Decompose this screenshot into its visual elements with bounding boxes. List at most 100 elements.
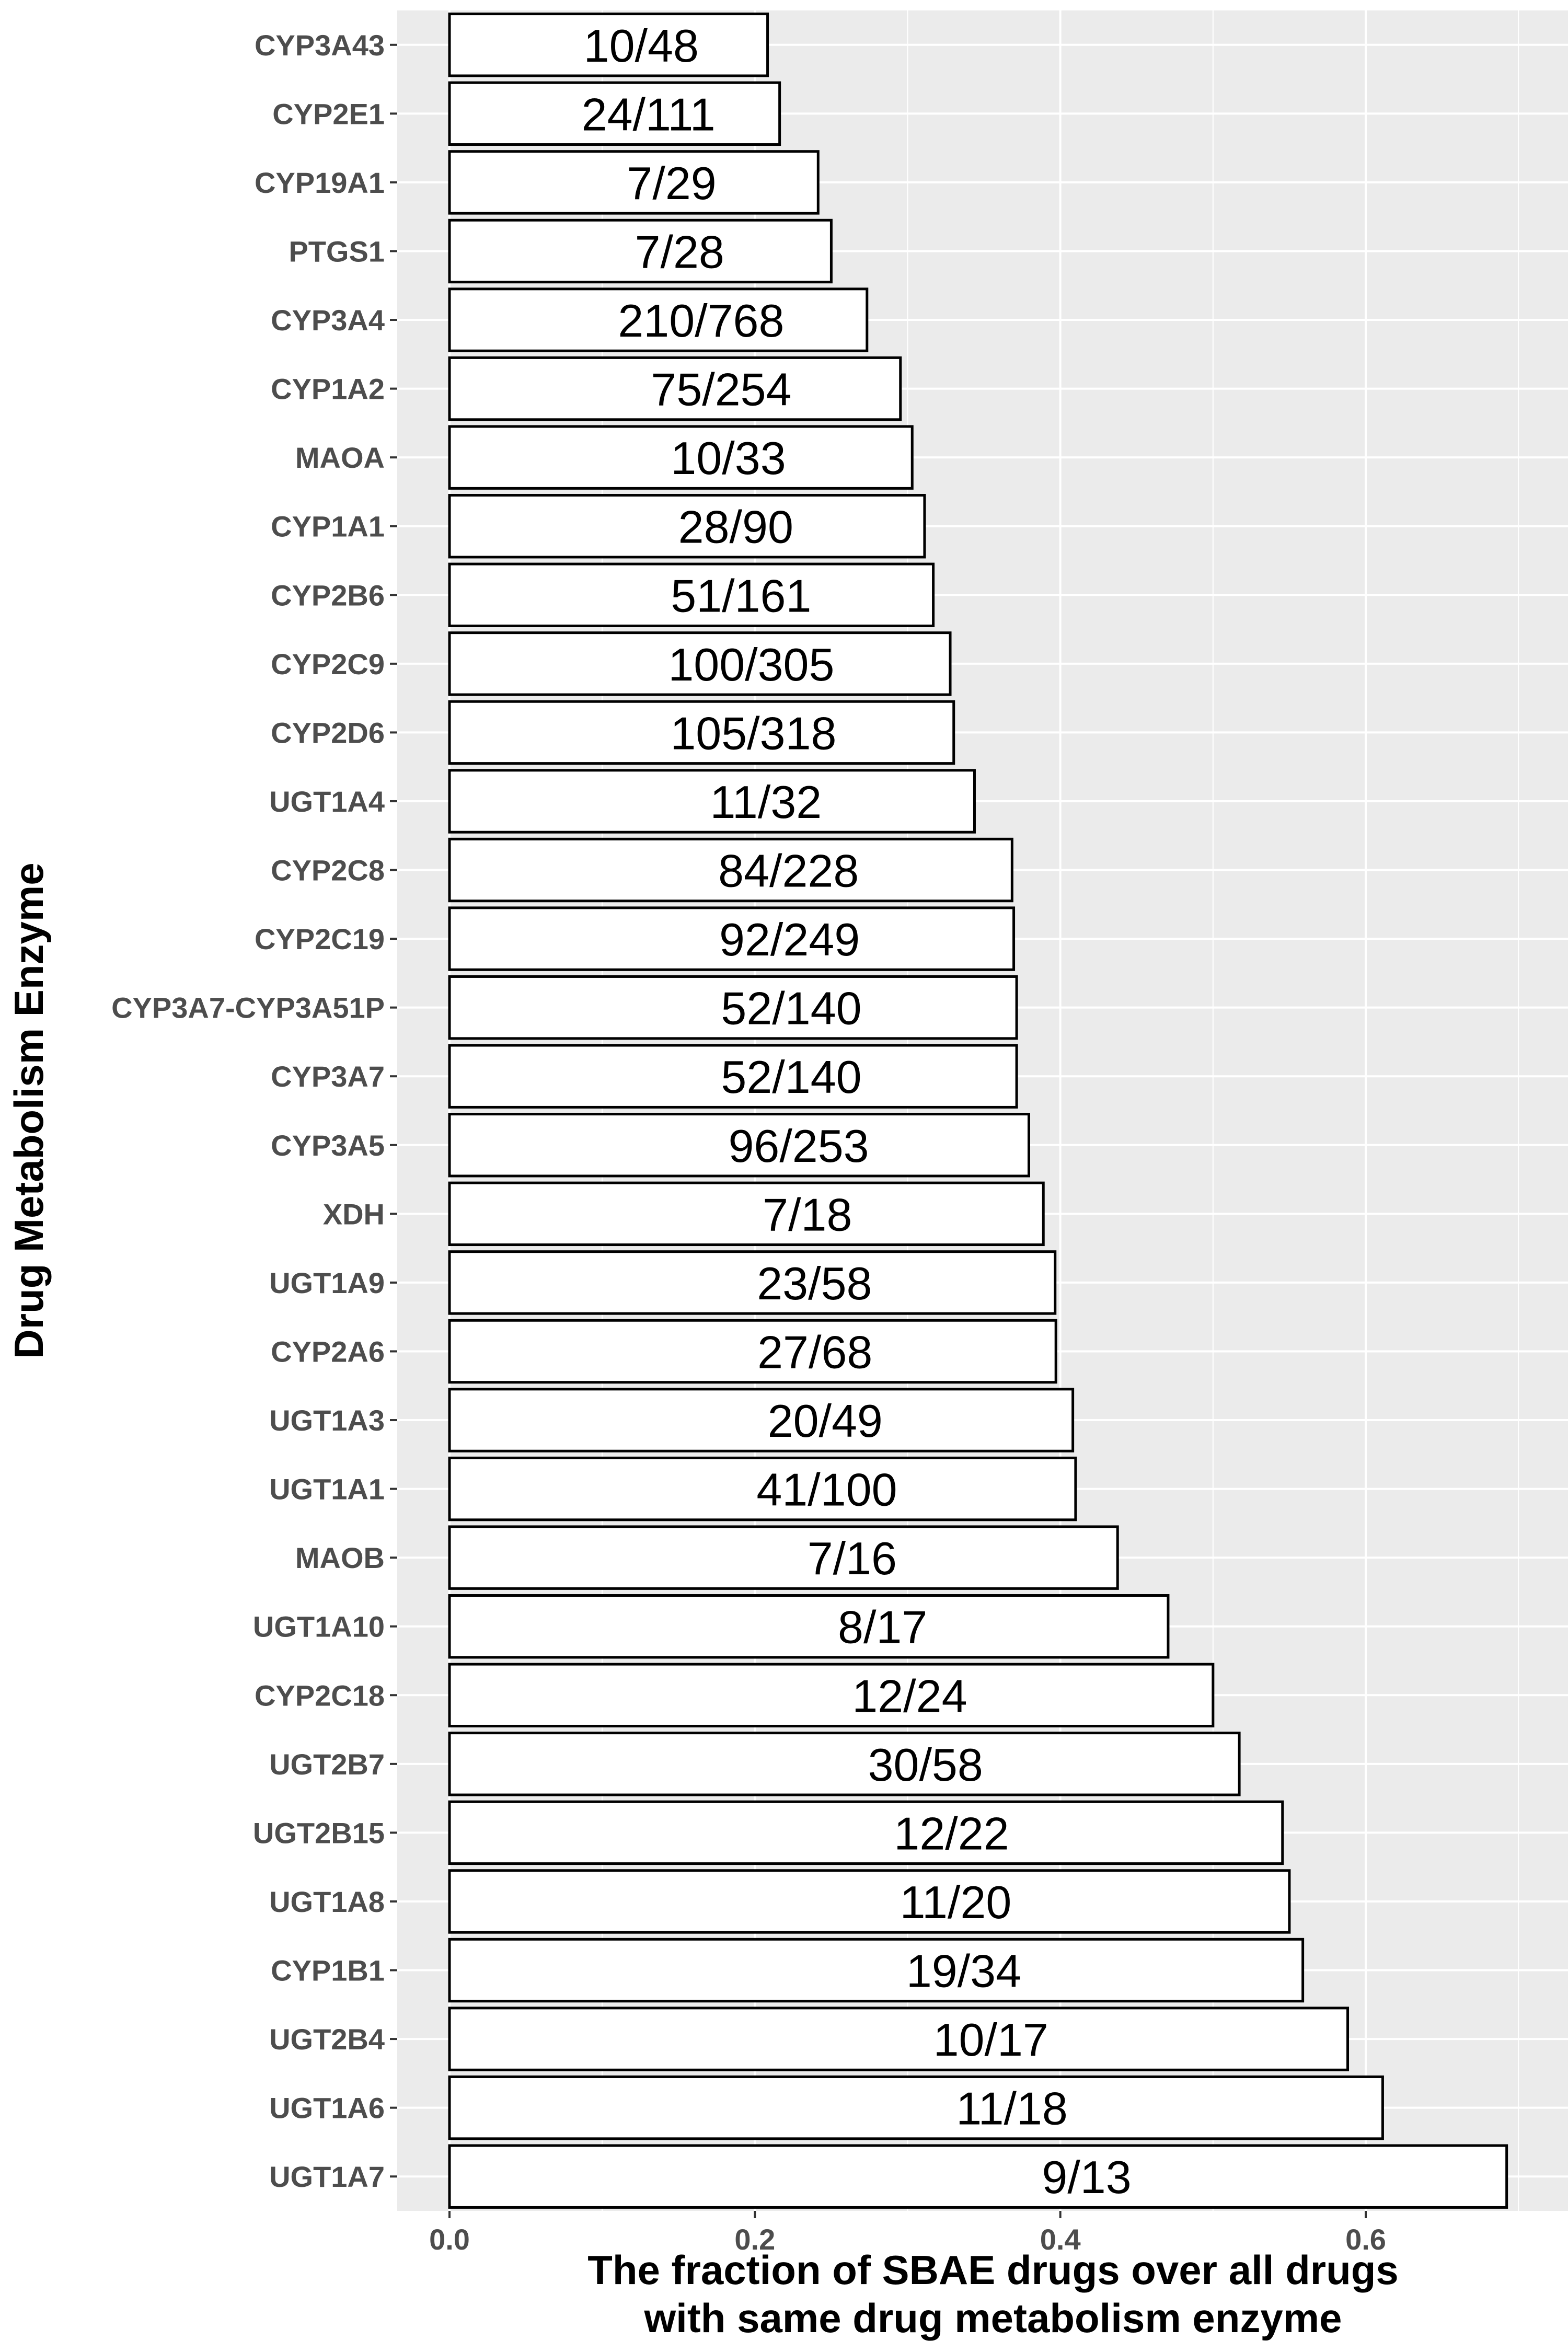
y-tick-label: MAOB bbox=[295, 1541, 385, 1574]
bar-ugt1a3 bbox=[448, 1388, 1075, 1452]
bar-label: 28/90 bbox=[678, 501, 793, 553]
y-tick-label: XDH bbox=[323, 1197, 385, 1230]
bar-label: 7/18 bbox=[763, 1189, 852, 1240]
bar-cyp1b1 bbox=[448, 1938, 1305, 2003]
bar-label: 96/253 bbox=[728, 1120, 869, 1172]
bar-ugt1a4 bbox=[448, 769, 976, 834]
bar-ugt1a7 bbox=[448, 2144, 1508, 2209]
bar-label: 52/140 bbox=[721, 1051, 861, 1103]
bar-ugt2b4 bbox=[448, 2007, 1350, 2071]
bar-label: 11/20 bbox=[900, 1876, 1012, 1928]
bar-label: 10/17 bbox=[933, 2014, 1048, 2066]
bar-label: 210/768 bbox=[618, 295, 784, 347]
bar-label: 11/32 bbox=[710, 776, 822, 828]
y-tick-label: UGT2B4 bbox=[269, 2023, 385, 2056]
y-tick-label: MAOA bbox=[295, 441, 385, 474]
bar-label: 11/18 bbox=[956, 2083, 1068, 2135]
bar-cyp2d6 bbox=[448, 700, 955, 765]
bar-xdh bbox=[448, 1181, 1045, 1247]
y-tick-label: CYP2D6 bbox=[271, 716, 385, 749]
x-axis: 0.0 0.2 0.4 0.6 bbox=[429, 2211, 1386, 2256]
bar-label: 27/68 bbox=[757, 1326, 872, 1378]
bar-maoa bbox=[448, 425, 914, 490]
y-tick-label: UGT1A4 bbox=[269, 785, 385, 818]
y-tick-label: CYP2A6 bbox=[271, 1335, 385, 1368]
bar-label: 84/228 bbox=[718, 845, 859, 897]
bar-label: 19/34 bbox=[906, 1945, 1021, 1997]
bar-ugt1a6 bbox=[448, 2075, 1384, 2140]
bar-ptgs1 bbox=[448, 218, 833, 284]
x-tick-label: 0.6 bbox=[1345, 2223, 1386, 2256]
y-tick-label: CYP2E1 bbox=[272, 97, 385, 130]
bar-cyp2c18 bbox=[448, 1663, 1215, 1727]
y-tick-label: CYP3A43 bbox=[255, 29, 385, 62]
bar-maob bbox=[448, 1525, 1119, 1590]
y-tick-label: UGT1A1 bbox=[269, 1473, 385, 1506]
y-tick-label: CYP2C19 bbox=[255, 923, 385, 955]
bar-label: 23/58 bbox=[757, 1258, 872, 1309]
y-tick-label: UGT1A7 bbox=[269, 2160, 385, 2193]
bar-cyp2c19 bbox=[448, 906, 1016, 971]
y-tick-label: UGT1A8 bbox=[269, 1885, 385, 1918]
bar-cyp2c8 bbox=[448, 837, 1013, 903]
bar-cyp3a4 bbox=[448, 287, 869, 352]
y-axis-title: Drug Metabolism Enzyme bbox=[6, 862, 52, 1358]
bar-label: 8/17 bbox=[838, 1601, 927, 1653]
bar-label: 20/49 bbox=[768, 1395, 883, 1447]
bars bbox=[448, 13, 1508, 2209]
bar-cyp3a43 bbox=[448, 13, 769, 77]
bar-label: 92/249 bbox=[719, 914, 860, 965]
bar-label: 51/161 bbox=[671, 570, 811, 621]
bar-cyp3a5 bbox=[448, 1113, 1030, 1178]
y-tick-label: CYP1A2 bbox=[271, 373, 385, 406]
y-tick-label: UGT2B7 bbox=[269, 1748, 385, 1781]
y-tick-label: UGT1A3 bbox=[269, 1404, 385, 1437]
x-tick-label: 0.0 bbox=[429, 2223, 470, 2256]
y-tick-label: CYP19A1 bbox=[255, 166, 385, 199]
bar-label: 12/22 bbox=[894, 1807, 1009, 1859]
y-tick-label: CYP2B6 bbox=[271, 579, 385, 612]
y-tick-label: CYP3A7 bbox=[271, 1060, 385, 1093]
bar-label: 30/58 bbox=[868, 1739, 983, 1791]
y-tick-label: CYP1B1 bbox=[271, 1954, 385, 1987]
bar-cyp2a6 bbox=[448, 1319, 1057, 1384]
bar-label: 105/318 bbox=[670, 707, 836, 759]
y-tick-label: UGT1A6 bbox=[269, 2092, 385, 2125]
bar-ugt2b7 bbox=[448, 1732, 1241, 1796]
bar-cyp3a7 bbox=[448, 1044, 1018, 1109]
bar-label: 7/16 bbox=[808, 1532, 897, 1584]
bar-label: 7/29 bbox=[627, 157, 716, 209]
y-tick-label: CYP3A4 bbox=[271, 304, 385, 337]
bar-cyp3a7-cyp3a51p bbox=[448, 975, 1018, 1040]
y-tick-label: UGT1A10 bbox=[253, 1610, 385, 1643]
y-tick-label: UGT1A9 bbox=[269, 1266, 385, 1299]
bar-cyp2c9 bbox=[448, 631, 952, 696]
bar-cyp2b6 bbox=[448, 562, 935, 627]
bar-ugt1a1 bbox=[448, 1456, 1077, 1521]
y-tick-label: PTGS1 bbox=[289, 235, 385, 268]
y-tick-label: CYP3A5 bbox=[271, 1129, 385, 1162]
bar-label: 9/13 bbox=[1042, 2151, 1131, 2203]
x-axis-title-line: The fraction of SBAE drugs over all drug… bbox=[587, 2247, 1399, 2293]
y-tick-label: CYP1A1 bbox=[271, 510, 385, 543]
x-tick-label: 0.2 bbox=[734, 2223, 775, 2256]
x-tick-label: 0.4 bbox=[1040, 2223, 1081, 2256]
bar-cyp19a1 bbox=[448, 150, 820, 215]
bar-ugt1a10 bbox=[448, 1594, 1170, 1659]
bar-label: 12/24 bbox=[852, 1670, 967, 1722]
y-tick-label: CYP3A7-CYP3A51P bbox=[111, 991, 385, 1024]
y-tick-label: CYP2C18 bbox=[255, 1679, 385, 1712]
bar-label: 24/111 bbox=[582, 88, 716, 140]
bar-labels: 10/48 24/111 7/29 7/28 210/768 75/254 10/33 28/… bbox=[582, 20, 1132, 2203]
y-tick-label: CYP2C8 bbox=[271, 854, 385, 887]
bar-label: 52/140 bbox=[721, 983, 861, 1034]
y-axis: CYP3A43 CYP2E1 CYP19A1 PTGS1 CYP3A4 CYP1A2 MAO… bbox=[111, 29, 397, 2193]
bar-ugt2b15 bbox=[448, 1800, 1284, 1865]
bar-ugt1a8 bbox=[448, 1869, 1291, 1934]
bar-label: 10/48 bbox=[584, 20, 699, 72]
bar-label: 75/254 bbox=[651, 364, 791, 416]
y-tick-label: UGT2B15 bbox=[253, 1816, 385, 1849]
bar-label: 41/100 bbox=[756, 1464, 897, 1516]
bar-label: 100/305 bbox=[668, 639, 834, 690]
